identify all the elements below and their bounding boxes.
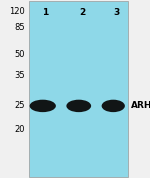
Text: 25: 25: [14, 101, 25, 110]
Text: 1: 1: [42, 8, 48, 17]
Text: ARHGDIG: ARHGDIG: [131, 101, 150, 110]
FancyBboxPatch shape: [29, 1, 128, 177]
Text: 120: 120: [9, 7, 25, 16]
Ellipse shape: [102, 100, 125, 112]
Text: 85: 85: [14, 23, 25, 32]
Text: 50: 50: [14, 50, 25, 59]
Text: 20: 20: [14, 125, 25, 134]
Text: 35: 35: [14, 71, 25, 80]
Ellipse shape: [30, 100, 56, 112]
Ellipse shape: [66, 100, 91, 112]
Text: 3: 3: [114, 8, 120, 17]
Text: 2: 2: [79, 8, 86, 17]
